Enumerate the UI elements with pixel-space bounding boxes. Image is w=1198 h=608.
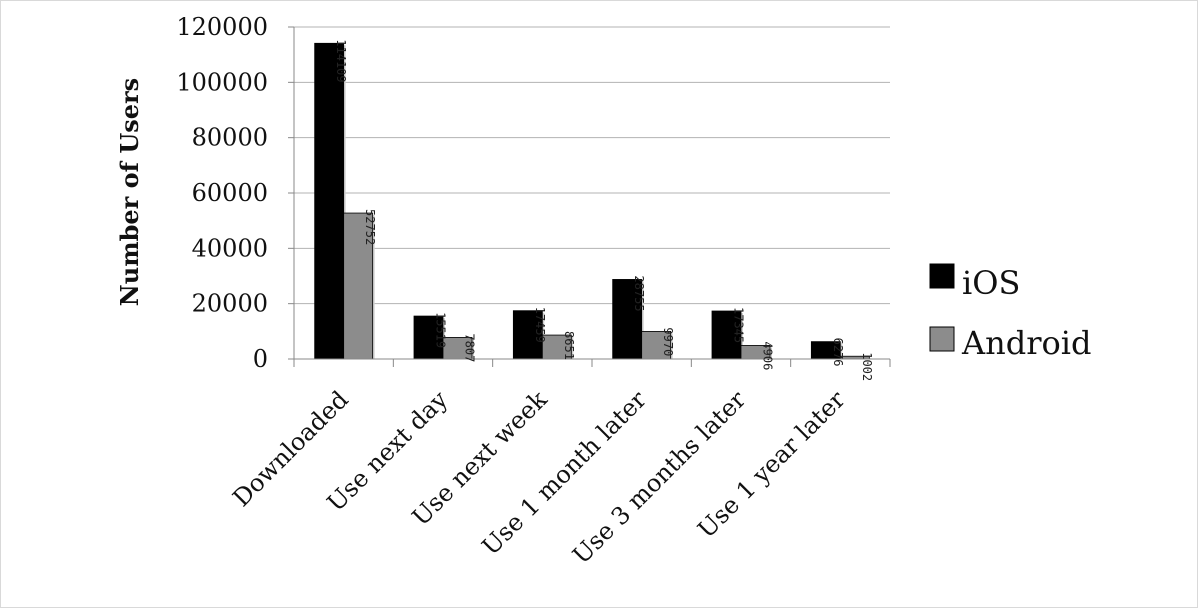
category-label: Use 1 month later (477, 385, 653, 561)
y-tick-labels: 0 20000 40000 60000 80000 100000 120000 (176, 13, 268, 373)
y-tick-label: 120000 (176, 13, 268, 41)
legend: iOS Android (929, 263, 1091, 362)
axes (288, 26, 891, 367)
value-label: 28755 (632, 275, 646, 311)
value-label: 4906 (761, 341, 775, 370)
bars (314, 42, 872, 360)
value-label: 114109 (334, 39, 348, 82)
value-label: 17345 (732, 307, 746, 343)
bar-ios (512, 310, 543, 360)
y-tick-label: 60000 (192, 179, 268, 207)
value-label: 8651 (562, 331, 576, 360)
value-label: 17459 (533, 307, 547, 343)
y-axis-label: Number of Users (115, 78, 144, 306)
value-label: 7807 (463, 333, 477, 362)
y-tick-label: 20000 (192, 290, 268, 318)
value-label: 9970 (661, 327, 675, 356)
value-label: 52752 (363, 209, 377, 245)
bar-ios (612, 279, 643, 360)
legend-swatch-android (929, 326, 955, 352)
bar-ios (711, 310, 742, 360)
y-tick-label: 40000 (192, 234, 268, 262)
value-label: 1002 (860, 352, 874, 381)
legend-label-android: Android (961, 324, 1091, 362)
y-tick-label: 0 (253, 345, 268, 373)
bar-ios (314, 42, 345, 360)
value-labels: 114109 52752 15519 7807 17459 8651 28755 9970 17… (334, 39, 874, 381)
gridlines (294, 26, 890, 305)
y-tick-label: 100000 (176, 68, 268, 96)
value-label: 15519 (434, 312, 448, 348)
legend-swatch-ios (929, 263, 955, 289)
legend-label-ios: iOS (962, 264, 1020, 302)
value-label: 6276 (831, 338, 845, 367)
y-tick-label: 80000 (192, 124, 268, 152)
category-label: Use 3 months later (567, 385, 751, 569)
